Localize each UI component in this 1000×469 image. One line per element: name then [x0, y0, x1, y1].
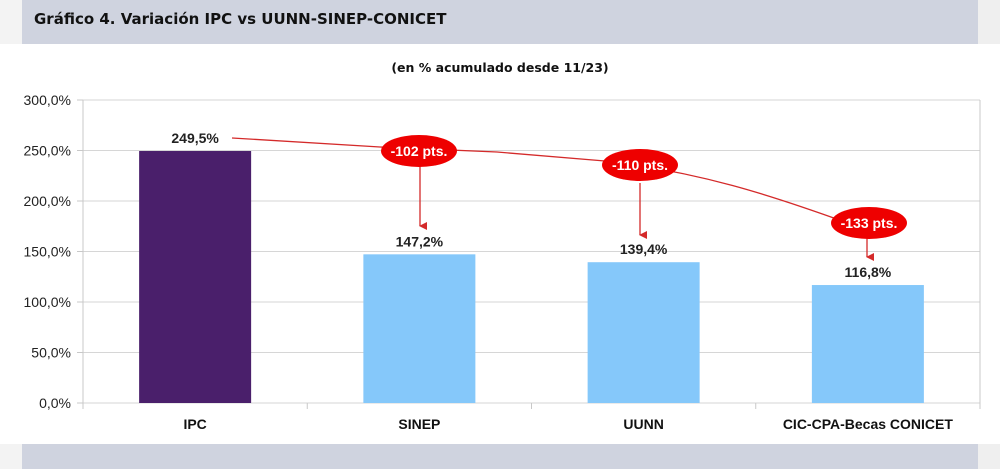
- badge-conicet: -133 pts.: [831, 207, 907, 239]
- value-label: 139,4%: [620, 241, 668, 257]
- svg-text:-133 pts.: -133 pts.: [841, 215, 898, 231]
- annotations: -102 pts. -110 pts. -133 pts.: [231, 135, 907, 261]
- y-tick-label: 50,0%: [31, 345, 71, 361]
- y-tick-label: 150,0%: [24, 244, 71, 260]
- value-label: 249,5%: [171, 130, 219, 146]
- badge-sinep: -102 pts.: [381, 135, 457, 167]
- bottom-right-margin: [978, 444, 1000, 469]
- y-axis: 0,0% 50,0% 100,0% 150,0% 200,0% 250,0% 300,0%: [24, 92, 71, 411]
- value-label: 116,8%: [845, 264, 892, 280]
- bar-uunn: [587, 262, 700, 403]
- bars: 249,5% 147,2% 139,4% 116,8%: [139, 130, 924, 403]
- x-tick-label: IPC: [183, 416, 206, 432]
- bottom-left-margin: [0, 444, 22, 469]
- y-tick-label: 200,0%: [24, 193, 71, 209]
- chart-title: Gráfico 4. Variación IPC vs UUNN-SINEP-C…: [34, 10, 447, 28]
- left-margin: [0, 0, 22, 44]
- y-tick-label: 100,0%: [24, 294, 71, 310]
- footer-bar: [22, 444, 978, 469]
- bar-ipc: [139, 151, 252, 403]
- badge-uunn: -110 pts.: [602, 149, 678, 181]
- right-margin: [978, 0, 1000, 44]
- x-tick-label: CIC-CPA-Becas CONICET: [783, 416, 954, 432]
- y-tick-label: 0,0%: [39, 395, 71, 411]
- title-bar: Gráfico 4. Variación IPC vs UUNN-SINEP-C…: [22, 0, 978, 44]
- y-tick-label: 250,0%: [24, 143, 71, 159]
- bar-cic-cpa-becas-conicet: [811, 285, 924, 403]
- svg-text:-102 pts.: -102 pts.: [391, 143, 448, 159]
- chart-subtitle: (en % acumulado desde 11/23): [391, 60, 609, 75]
- x-tick-label: UUNN: [623, 416, 663, 432]
- bar-sinep: [363, 254, 476, 403]
- value-label: 147,2%: [396, 233, 444, 249]
- x-tick-label: SINEP: [398, 416, 440, 432]
- y-tick-label: 300,0%: [24, 92, 71, 108]
- x-axis: IPC SINEP UUNN CIC-CPA-Becas CONICET: [183, 416, 953, 432]
- svg-text:-110 pts.: -110 pts.: [612, 157, 668, 173]
